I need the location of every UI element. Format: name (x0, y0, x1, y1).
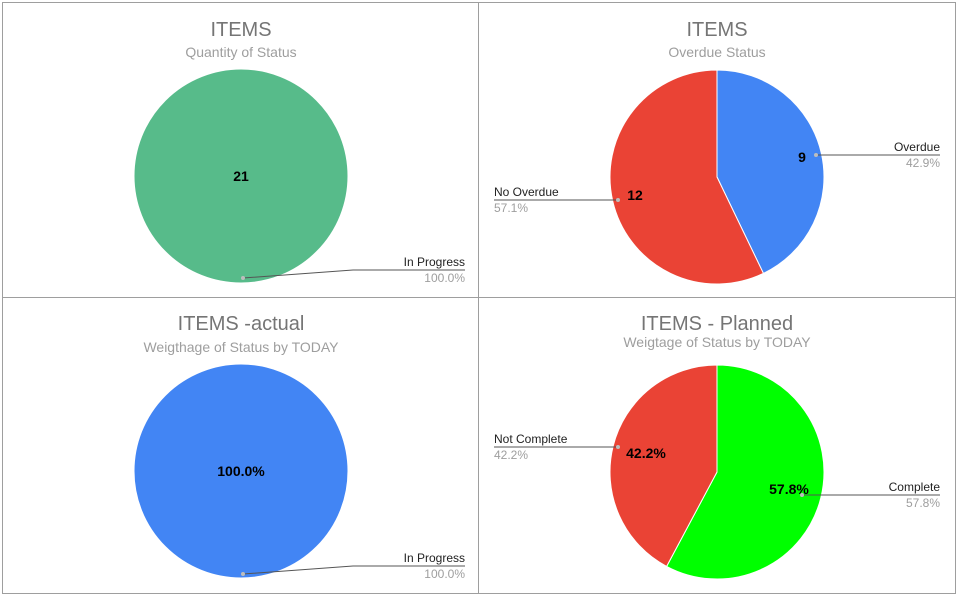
chart-title: ITEMS (686, 19, 747, 41)
slice-label-in-progress: 100.0% (217, 463, 265, 479)
leader-dot-overdue (814, 153, 818, 157)
chart-title: ITEMS - Planned (641, 313, 793, 335)
pie-chart-overdue-status: ITEMS Overdue Status 9 12 Overdue 42.9% … (494, 19, 940, 285)
leader-dot-in-progress (241, 276, 245, 280)
leader-dot-in-progress (241, 572, 245, 576)
leader-dot-not-complete (616, 445, 620, 449)
slice-label-complete: 57.8% (769, 481, 809, 497)
pie-slice-no-overdue[interactable] (609, 69, 765, 285)
legend-percent-in-progress: 100.0% (424, 567, 465, 581)
leader-line-in-progress (242, 269, 465, 279)
slice-label-not-complete: 42.2% (626, 445, 666, 461)
pie-chart-items-planned: ITEMS - Planned Weigtage of Status by TO… (494, 313, 941, 580)
chart-subtitle: Weigtage of Status by TODAY (623, 334, 811, 350)
slice-label-no-overdue: 12 (627, 187, 643, 203)
pie-chart-items-actual: ITEMS -actual Weigthage of Status by TOD… (133, 313, 465, 581)
pie-slice-not-complete[interactable] (609, 364, 718, 568)
legend-percent-overdue: 42.9% (906, 156, 940, 170)
legend-percent-complete: 57.8% (906, 496, 940, 510)
legend-label-no-overdue: No Overdue (494, 185, 559, 199)
legend-percent-not-complete: 42.2% (494, 448, 528, 462)
chart-panel-items-planned: ITEMS - Planned Weigtage of Status by TO… (478, 297, 956, 594)
slice-label-in-progress: 21 (233, 168, 249, 184)
legend-label-in-progress: In Progress (404, 551, 465, 565)
legend-percent-in-progress: 100.0% (424, 271, 465, 285)
chart-subtitle: Weigthage of Status by TODAY (143, 339, 339, 355)
legend-label-complete: Complete (889, 480, 941, 494)
pie-slice-complete[interactable] (665, 364, 825, 580)
chart-panel-overdue-status: ITEMS Overdue Status 9 12 Overdue 42.9% … (478, 2, 956, 298)
legend-label-overdue: Overdue (894, 140, 940, 154)
leader-dot-no-overdue (616, 198, 620, 202)
leader-dot-complete (800, 493, 804, 497)
slice-label-overdue: 9 (798, 149, 806, 165)
pie-slice-in-progress[interactable] (133, 68, 349, 284)
chart-subtitle: Overdue Status (668, 44, 765, 60)
legend-label-in-progress: In Progress (404, 255, 465, 269)
chart-title: ITEMS -actual (178, 313, 305, 335)
legend-percent-no-overdue: 57.1% (494, 201, 528, 215)
legend-label-not-complete: Not Complete (494, 432, 568, 446)
pie-slice-in-progress[interactable] (133, 363, 349, 579)
chart-panel-items-actual: ITEMS -actual Weigthage of Status by TOD… (2, 297, 479, 594)
chart-panel-quantity-status: ITEMS Quantity of Status 21 In Progress … (2, 2, 479, 298)
pie-chart-quantity-status: ITEMS Quantity of Status 21 In Progress … (133, 19, 465, 285)
chart-title: ITEMS (210, 19, 271, 41)
chart-subtitle: Quantity of Status (185, 44, 296, 60)
leader-line-in-progress (242, 565, 465, 575)
pie-slice-overdue[interactable] (716, 69, 825, 275)
